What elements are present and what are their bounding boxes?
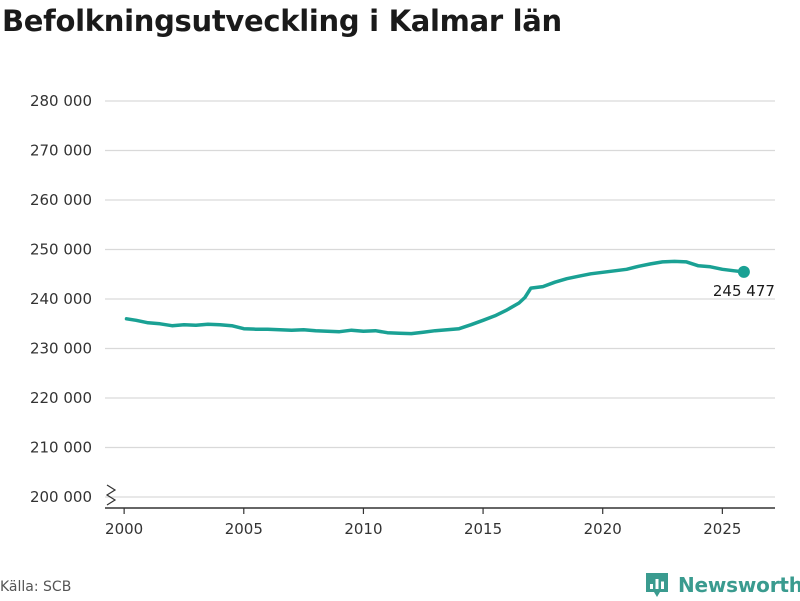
- x-tick-label: 2020: [584, 520, 622, 538]
- x-tick-label: 2025: [703, 520, 741, 538]
- source-note: Källa: SCB: [0, 579, 72, 595]
- x-tick-label: 2005: [225, 520, 263, 538]
- series-layer: 245 477: [124, 259, 775, 336]
- newsworthy-logo: Newsworthy: [644, 569, 800, 601]
- grid-lines: [105, 100, 775, 498]
- y-tick-label: 270 000: [30, 142, 92, 160]
- y-tick-label: 250 000: [30, 241, 92, 259]
- x-tick-label: 2015: [464, 520, 502, 538]
- newsworthy-logo-icon: [646, 573, 668, 597]
- end-point-marker: [737, 265, 750, 278]
- x-tick-label: 2010: [344, 520, 382, 538]
- x-axis-ticks: 2000 2005 2010 2015 2020 2025: [105, 508, 741, 538]
- y-tick-label: 200 000: [30, 488, 92, 506]
- y-tick-label: 230 000: [30, 340, 92, 358]
- y-axis-ticks: 200 000 210 000 220 000 230 000 240 000 250 0…: [30, 92, 92, 506]
- axis-break-icon: [105, 484, 117, 506]
- x-tick-label: 2000: [105, 520, 143, 538]
- y-tick-label: 210 000: [30, 439, 92, 457]
- chart-title: Befolkningsutveckling i Kalmar län: [2, 4, 562, 38]
- y-tick-label: 220 000: [30, 389, 92, 407]
- end-value-label: 245 477: [713, 282, 775, 300]
- y-tick-label: 260 000: [30, 191, 92, 209]
- newsworthy-wordmark: Newsworthy: [678, 573, 800, 597]
- population-line: [124, 259, 746, 336]
- x-axis: [105, 484, 775, 509]
- y-tick-label: 280 000: [30, 92, 92, 110]
- y-tick-label: 240 000: [30, 290, 92, 308]
